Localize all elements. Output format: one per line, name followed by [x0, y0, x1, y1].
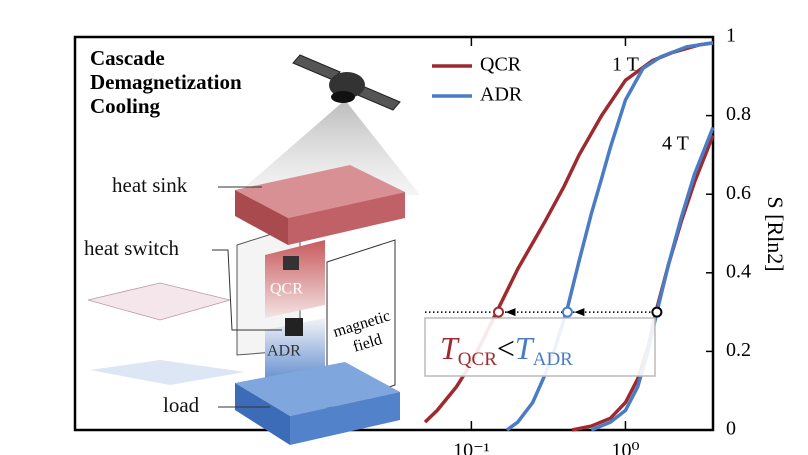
satellite: [292, 54, 401, 111]
x-tick-label: 10⁻¹: [453, 440, 490, 455]
ineq-t: T: [515, 330, 535, 366]
frame: [73, 35, 715, 432]
arrow-head: [574, 308, 585, 317]
inequality: TQCR<TADR: [440, 330, 573, 370]
heat-sink-top: [235, 165, 405, 218]
leader: [212, 249, 282, 331]
heat-sink-front: [288, 192, 405, 245]
load-front: [290, 392, 400, 445]
arrow-head: [505, 308, 516, 317]
label: ADR: [267, 343, 301, 360]
switch-top: [283, 256, 299, 270]
switch-bottom: [285, 318, 303, 336]
lattice-qcr: [87, 282, 232, 321]
title-line: Cascade: [90, 46, 165, 70]
label: load: [163, 393, 200, 417]
legend-label: QCR: [480, 54, 522, 76]
y-tick-label: 0: [726, 418, 736, 440]
marker: [651, 306, 663, 318]
ineq-sub: ADR: [533, 349, 573, 370]
light-cone: [230, 100, 420, 200]
label: heat sink: [112, 173, 188, 197]
schematic-title: Cascade Demagnetization Cooling: [90, 46, 242, 118]
ineq-lt: <: [497, 330, 515, 366]
y-axis-label: S [Rln2]: [763, 196, 788, 271]
x-tick-label: 10⁰: [611, 440, 639, 455]
marker: [493, 306, 505, 318]
label: heat switch: [84, 236, 180, 260]
ineq-sub: QCR: [458, 349, 497, 370]
curve: [590, 126, 715, 432]
y-tick-label: 0.8: [726, 103, 751, 125]
curve: [505, 41, 714, 432]
y-tick-label: 0.4: [726, 260, 751, 282]
y-tick-label: 0.2: [726, 339, 751, 361]
lattice-adr: [90, 360, 245, 385]
annotation: 4 T: [662, 133, 689, 155]
label: QCR: [270, 281, 303, 298]
load-top: [235, 362, 400, 416]
inequality-box: [424, 317, 656, 377]
ineq-t: T: [440, 330, 460, 366]
qcr-block: [265, 240, 325, 318]
annotation: 1 T: [612, 54, 639, 76]
legend-label: ADR: [480, 84, 523, 106]
heat-sink-left: [235, 190, 288, 245]
y-tick-label: 0.6: [726, 182, 751, 204]
title-line: Cooling: [90, 94, 161, 118]
marker: [561, 306, 573, 318]
schematic: Cascade Demagnetization Cooling heat sink …: [84, 46, 420, 445]
load-left: [235, 383, 290, 445]
y-tick-label: 1: [726, 25, 736, 47]
title-line: Demagnetization: [90, 70, 242, 94]
